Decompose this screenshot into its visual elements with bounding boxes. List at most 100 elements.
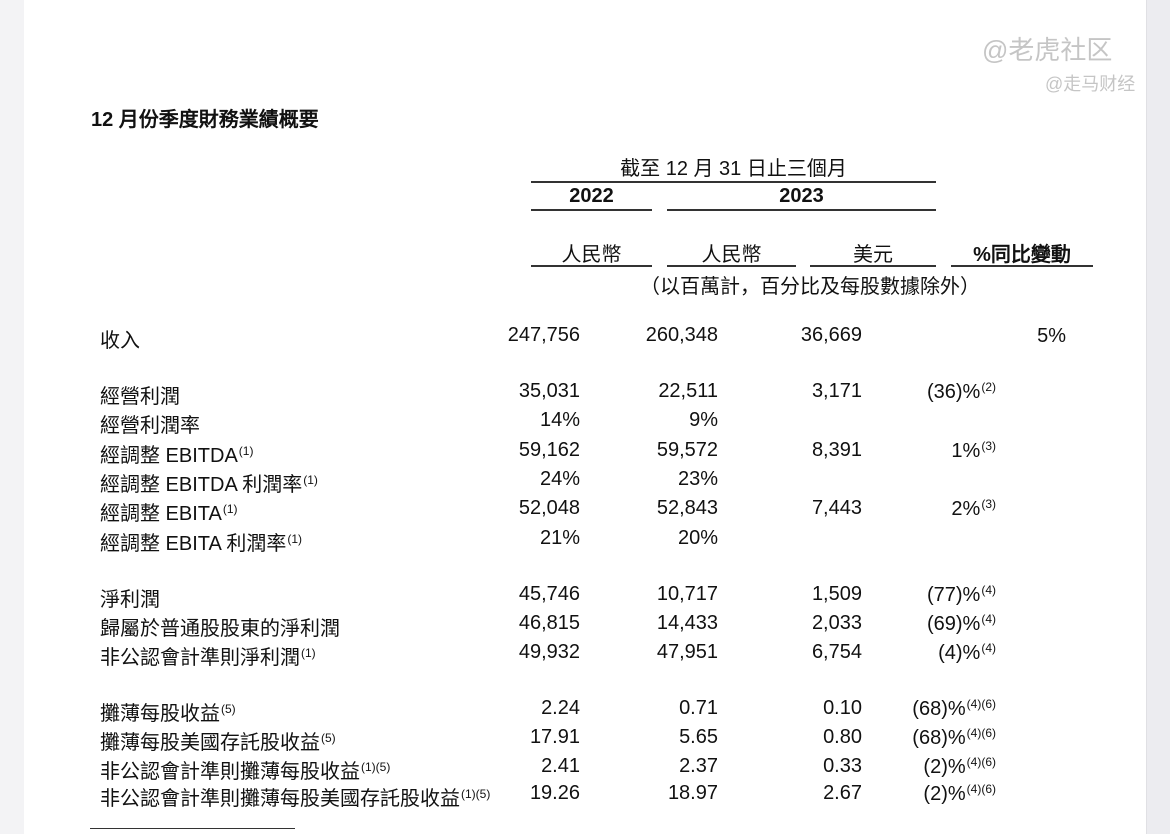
table-row: 攤薄每股收益(5) 2.24 0.71 0.10 (68)%(4)(6) <box>0 697 1100 725</box>
footnote-ref: (2) <box>981 380 996 394</box>
row-label-text: 攤薄每股收益 <box>100 703 220 725</box>
yoy-change-value: (77)% <box>926 584 981 606</box>
value-2023-rmb: 52,843 <box>656 497 718 519</box>
row-label-text: 經調整 EBITDA 利潤率 <box>100 474 303 496</box>
value-2023-usd: 0.10 <box>823 697 862 719</box>
yoy-change-value: (2)% <box>923 756 966 778</box>
units-note: （以百萬計，百分比及每股數據除外） <box>640 276 980 298</box>
yoy-change-value: (69)% <box>926 613 981 635</box>
divider <box>667 209 936 211</box>
value-2023-rmb: 10,717 <box>656 583 718 605</box>
value-2022-rmb: 21% <box>539 527 580 549</box>
row-label: 收入 <box>100 324 141 353</box>
value-2023-rmb: 18.97 <box>667 782 718 804</box>
yoy-change-value: 1% <box>951 440 981 462</box>
value-2023-usd: 7,443 <box>811 497 862 519</box>
footnote-ref: (3) <box>981 497 996 511</box>
row-label: 非公認會計準則淨利潤(1) <box>100 641 316 670</box>
value-2022-rmb: 46,815 <box>518 612 580 634</box>
value-2023-rmb: 260,348 <box>645 324 718 346</box>
divider <box>531 181 936 183</box>
value-2023-usd: 0.80 <box>823 726 862 748</box>
row-label: 攤薄每股收益(5) <box>100 697 236 726</box>
row-label-text: 非公認會計準則淨利潤 <box>100 647 300 669</box>
table-row: 經調整 EBITA 利潤率(1) 21% 20% <box>0 527 1100 555</box>
footnote-ref: (5) <box>321 731 336 745</box>
row-label-text: 非公認會計準則攤薄每股收益 <box>100 761 360 783</box>
value-2022-rmb: 2.41 <box>541 755 580 777</box>
yoy-change <box>1066 468 1067 492</box>
year-2023: 2023 <box>779 185 824 207</box>
value-2023-rmb: 47,951 <box>656 641 718 663</box>
page-margin-left <box>0 0 24 834</box>
value-2022-rmb: 45,746 <box>518 583 580 605</box>
value-2023-rmb: 14,433 <box>656 612 718 634</box>
yoy-change: (68)%(4)(6) <box>912 726 996 750</box>
footnote-ref: (4)(6) <box>966 755 996 769</box>
row-label: 經調整 EBITA(1) <box>100 497 238 526</box>
yoy-change: 5% <box>1037 324 1067 348</box>
value-2023-usd: 2,033 <box>811 612 862 634</box>
yoy-change: (68)%(4)(6) <box>912 697 996 721</box>
value-2022-rmb: 247,756 <box>507 324 580 346</box>
row-label: 非公認會計準則攤薄每股收益(1)(5) <box>100 755 390 784</box>
row-label: 經調整 EBITDA 利潤率(1) <box>100 468 318 497</box>
footnote-ref: (4) <box>981 612 996 626</box>
footnote-ref: (1)(5) <box>461 787 491 801</box>
footnote-ref: (1) <box>301 646 316 660</box>
footnote-ref: (5) <box>221 702 236 716</box>
currency-usd: 美元 <box>853 244 893 266</box>
footnote-ref: (4) <box>981 583 996 597</box>
value-2022-rmb: 59,162 <box>518 439 580 461</box>
yoy-change <box>1066 527 1067 551</box>
footnote-ref: (1) <box>238 444 254 458</box>
watermark-bottom: @走马财经 <box>1045 74 1136 94</box>
row-label-text: 非公認會計準則攤薄每股美國存託股收益 <box>100 788 460 810</box>
value-2023-usd: 2.67 <box>823 782 862 804</box>
table-row: 非公認會計準則淨利潤(1) 49,932 47,951 6,754 (4)%(4) <box>0 641 1100 669</box>
value-2023-usd: 36,669 <box>800 324 862 346</box>
value-2023-rmb: 59,572 <box>656 439 718 461</box>
table-row: 歸屬於普通股股東的淨利潤 46,815 14,433 2,033 (69)%(4) <box>0 612 1100 640</box>
row-label: 經調整 EBITA 利潤率(1) <box>100 527 302 556</box>
value-2023-usd: 6,754 <box>811 641 862 663</box>
value-2023-rmb: 23% <box>677 468 718 490</box>
row-label-text: 經營利潤率 <box>100 415 200 437</box>
row-label-text: 經調整 EBITA 利潤率 <box>100 533 287 555</box>
table-row: 經營利潤率 14% 9% <box>0 409 1100 437</box>
yoy-change-value: (4)% <box>938 642 981 664</box>
row-label: 攤薄每股美國存託股收益(5) <box>100 726 336 755</box>
row-label: 非公認會計準則攤薄每股美國存託股收益(1)(5) <box>100 782 490 811</box>
yoy-change-value: 5% <box>1037 325 1066 347</box>
table-row: 非公認會計準則攤薄每股美國存託股收益(1)(5) 19.26 18.97 2.67 (2… <box>0 782 1100 810</box>
row-label-text: 歸屬於普通股股東的淨利潤 <box>100 618 340 640</box>
divider <box>667 265 796 267</box>
footnote-ref: (3) <box>981 439 996 453</box>
yoy-change <box>1066 409 1067 433</box>
row-label: 淨利潤 <box>100 583 161 612</box>
table-row: 收入 247,756 260,348 36,669 5% <box>0 324 1100 352</box>
yoy-change-value: (68)% <box>912 698 966 720</box>
value-2022-rmb: 2.24 <box>541 697 580 719</box>
value-2023-rmb: 9% <box>689 409 718 431</box>
footnote-ref: (4)(6) <box>966 726 996 740</box>
value-2022-rmb: 17.91 <box>529 726 580 748</box>
value-2023-rmb: 0.71 <box>679 697 718 719</box>
footnote-ref: (1) <box>287 532 302 546</box>
yoy-change-value: (36)% <box>926 381 981 403</box>
footnote-ref: (4)(6) <box>966 782 996 796</box>
table-row: 經營利潤 35,031 22,511 3,171 (36)%(2) <box>0 380 1100 408</box>
footnote-divider <box>90 828 295 829</box>
row-label-text: 攤薄每股美國存託股收益 <box>100 732 320 754</box>
yoy-change: (2)%(4)(6) <box>923 755 996 779</box>
row-label: 經營利潤 <box>100 380 181 409</box>
year-2022: 2022 <box>569 185 614 207</box>
row-label-text: 經營利潤 <box>100 386 180 408</box>
footnote-ref: (4) <box>981 641 996 655</box>
footnote-ref: (4)(6) <box>966 697 996 711</box>
table-row: 淨利潤 45,746 10,717 1,509 (77)%(4) <box>0 583 1100 611</box>
row-label: 歸屬於普通股股東的淨利潤 <box>100 612 341 641</box>
footnote-ref: (1)(5) <box>361 760 391 774</box>
yoy-change: (77)%(4) <box>927 583 996 607</box>
yoy-change: (2)%(4)(6) <box>923 782 996 806</box>
